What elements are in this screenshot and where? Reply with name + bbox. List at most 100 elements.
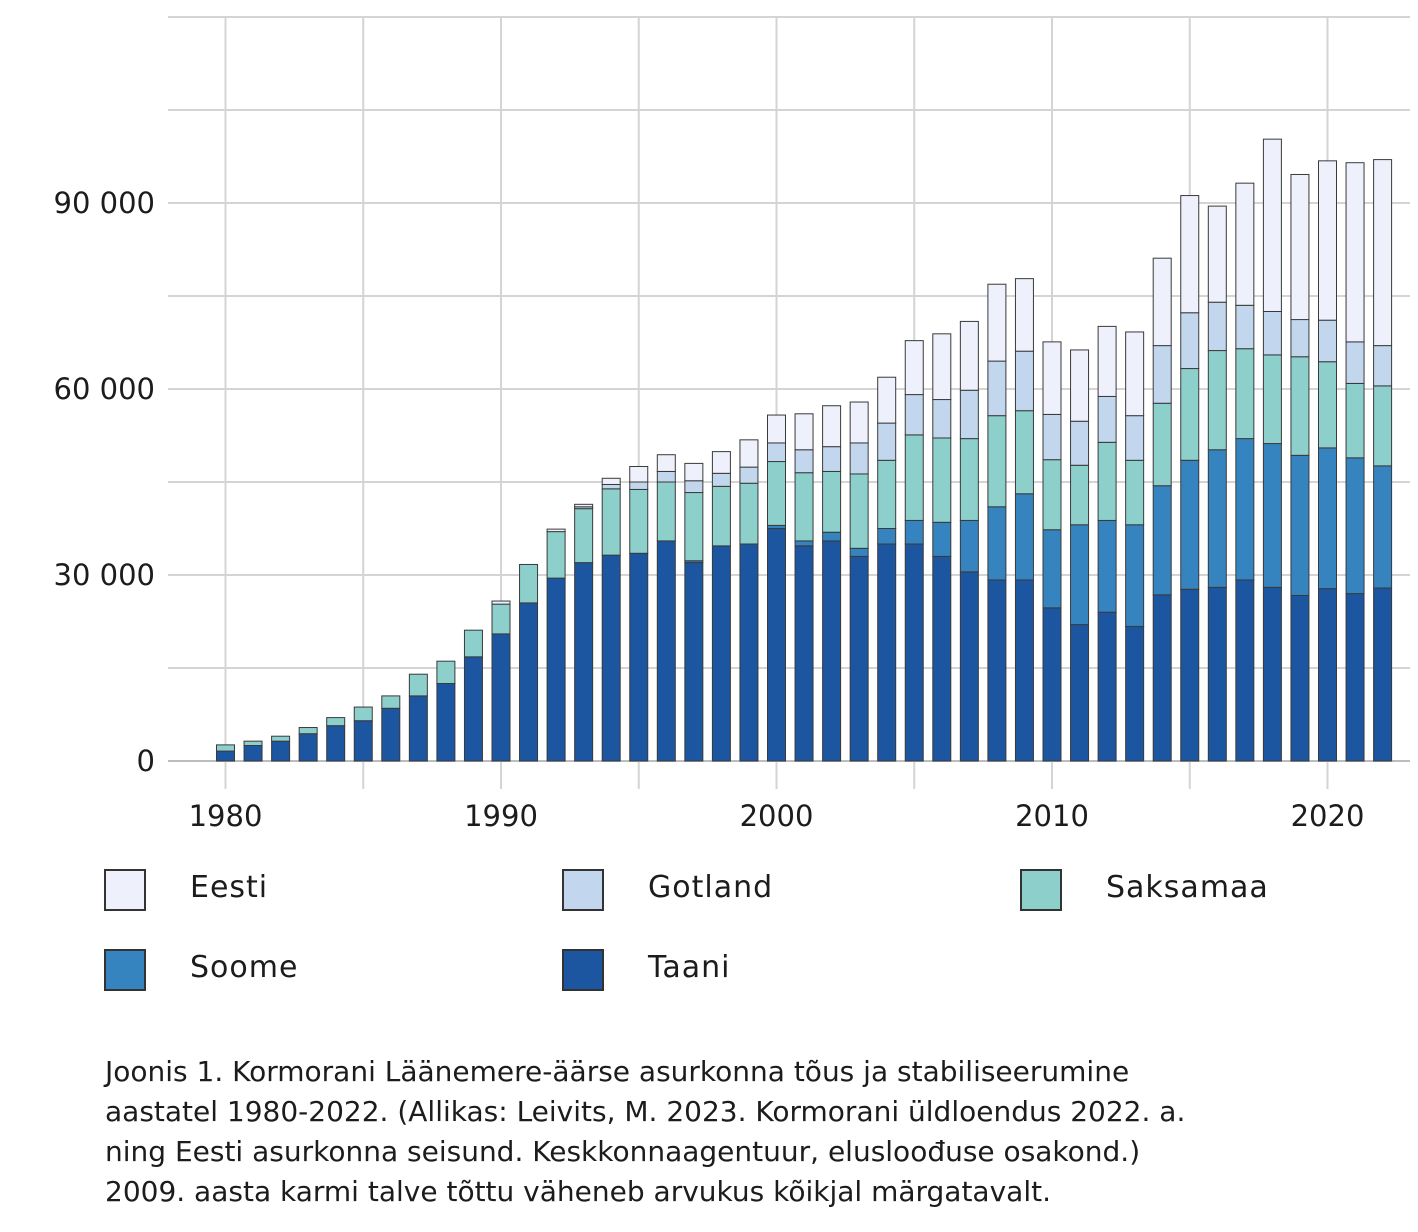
bar-eesti-2015 <box>1180 195 1200 314</box>
x-tick-label: 2000 <box>740 799 814 833</box>
bar-eesti-2019 <box>1290 173 1310 321</box>
bar-taani-2017 <box>1235 579 1255 762</box>
bar-eesti-2009 <box>1014 278 1034 352</box>
bar-eesti-2006 <box>932 333 952 401</box>
bar-eesti-1999 <box>739 439 759 468</box>
bar-saksamaa-2022 <box>1373 385 1393 467</box>
bar-eesti-2010 <box>1042 341 1062 415</box>
bar-saksamaa-1995 <box>629 488 649 554</box>
x-tick-label: 1980 <box>189 799 263 833</box>
figure-caption: Joonis 1. Kormorani Läänemere-äärse asur… <box>105 1052 1395 1212</box>
bar-eesti-2004 <box>877 376 897 424</box>
bar-taani-2008 <box>987 579 1007 762</box>
bar-eesti-2005 <box>904 340 924 396</box>
y-tick-label: 90 000 <box>54 186 155 220</box>
caption-line: ning Eesti asurkonna seisund. Keskkonnaa… <box>105 1135 1141 1168</box>
bar-taani-2001 <box>794 545 814 762</box>
bar-taani-1992 <box>546 577 566 762</box>
y-tick-label: 60 000 <box>54 372 155 406</box>
bar-taani-2013 <box>1125 625 1145 762</box>
bar-taani-1999 <box>739 543 759 762</box>
bar-saksamaa-2007 <box>959 438 979 521</box>
bar-taani-2010 <box>1042 607 1062 762</box>
bar-eesti-2000 <box>767 414 786 444</box>
bar-gotland-1995 <box>629 481 649 490</box>
bar-saksamaa-2019 <box>1290 356 1310 456</box>
bar-taani-2005 <box>904 543 924 762</box>
bar-saksamaa-2015 <box>1180 368 1200 461</box>
bar-taani-1981 <box>243 745 263 762</box>
legend-item-eesti: Eesti <box>104 868 267 912</box>
bar-eesti-2007 <box>959 320 979 391</box>
legend-item-gotland: Gotland <box>562 868 772 912</box>
bar-gotland-2015 <box>1180 312 1200 370</box>
bar-taani-2012 <box>1097 611 1117 762</box>
bar-eesti-2002 <box>822 405 842 448</box>
bar-saksamaa-1989 <box>463 629 483 658</box>
bar-saksamaa-1990 <box>491 603 511 635</box>
bar-eesti-1992 <box>546 528 566 533</box>
bar-saksamaa-1982 <box>271 735 291 742</box>
bar-eesti-2001 <box>794 413 814 451</box>
legend-label-eesti: Eesti <box>190 870 269 905</box>
bar-gotland-2004 <box>877 422 897 461</box>
bar-soome-2008 <box>987 506 1007 581</box>
bar-eesti-2013 <box>1125 331 1145 417</box>
bar-taani-2016 <box>1207 586 1227 762</box>
bar-eesti-2011 <box>1070 349 1090 422</box>
bar-saksamaa-2009 <box>1014 410 1034 495</box>
bar-eesti-1994 <box>601 477 621 485</box>
bar-taani-1987 <box>408 695 428 762</box>
bar-eesti-2014 <box>1152 257 1172 347</box>
bar-taani-1994 <box>601 554 621 762</box>
bar-soome-2011 <box>1070 524 1090 626</box>
bar-taani-1993 <box>574 562 594 762</box>
bar-taani-2018 <box>1262 586 1282 762</box>
bar-eesti-2018 <box>1262 138 1282 312</box>
y-tick-label: 0 <box>137 744 155 778</box>
bar-saksamaa-2001 <box>794 472 814 542</box>
bar-saksamaa-1986 <box>381 695 401 709</box>
bar-saksamaa-2000 <box>767 461 786 526</box>
bar-eesti-1998 <box>711 451 731 474</box>
bar-saksamaa-2005 <box>904 434 924 521</box>
bar-taani-2022 <box>1373 587 1393 762</box>
x-tick-label: 2020 <box>1291 799 1365 833</box>
bar-eesti-2012 <box>1097 325 1117 397</box>
bar-gotland-2019 <box>1290 319 1310 358</box>
bar-saksamaa-1984 <box>326 717 346 727</box>
bar-eesti-2021 <box>1345 162 1365 343</box>
bar-taani-1989 <box>463 656 483 762</box>
bar-taani-1985 <box>353 720 373 762</box>
bar-saksamaa-2012 <box>1097 441 1117 521</box>
bar-gotland-1998 <box>711 472 731 487</box>
bar-saksamaa-2010 <box>1042 459 1062 531</box>
bar-gotland-2006 <box>932 399 952 439</box>
bar-gotland-1997 <box>684 480 704 494</box>
bar-gotland-2018 <box>1262 311 1282 356</box>
bar-gotland-2012 <box>1097 395 1117 443</box>
bar-eesti-1997 <box>684 462 704 482</box>
bar-gotland-2017 <box>1235 304 1255 350</box>
bar-taani-1997 <box>684 562 704 762</box>
bar-soome-2014 <box>1152 485 1172 596</box>
bar-gotland-2007 <box>959 389 979 440</box>
bar-soome-2005 <box>904 519 924 545</box>
bar-saksamaa-2003 <box>849 473 869 549</box>
bar-taani-2003 <box>849 555 869 762</box>
bar-gotland-2008 <box>987 360 1007 417</box>
legend-label-gotland: Gotland <box>648 870 774 905</box>
bar-taani-1983 <box>298 733 318 762</box>
bar-taani-2021 <box>1345 593 1365 762</box>
bar-soome-2002 <box>822 531 842 542</box>
bar-soome-2019 <box>1290 454 1310 596</box>
bar-gotland-2021 <box>1345 341 1365 384</box>
bar-gotland-1996 <box>656 470 676 483</box>
bar-taani-1998 <box>711 545 731 762</box>
bar-gotland-2001 <box>794 449 814 474</box>
bar-saksamaa-1981 <box>243 740 263 746</box>
bar-gotland-2014 <box>1152 345 1172 404</box>
bar-gotland-2016 <box>1207 301 1227 352</box>
bar-taani-2011 <box>1070 624 1090 762</box>
bar-eesti-1993 <box>574 503 594 508</box>
